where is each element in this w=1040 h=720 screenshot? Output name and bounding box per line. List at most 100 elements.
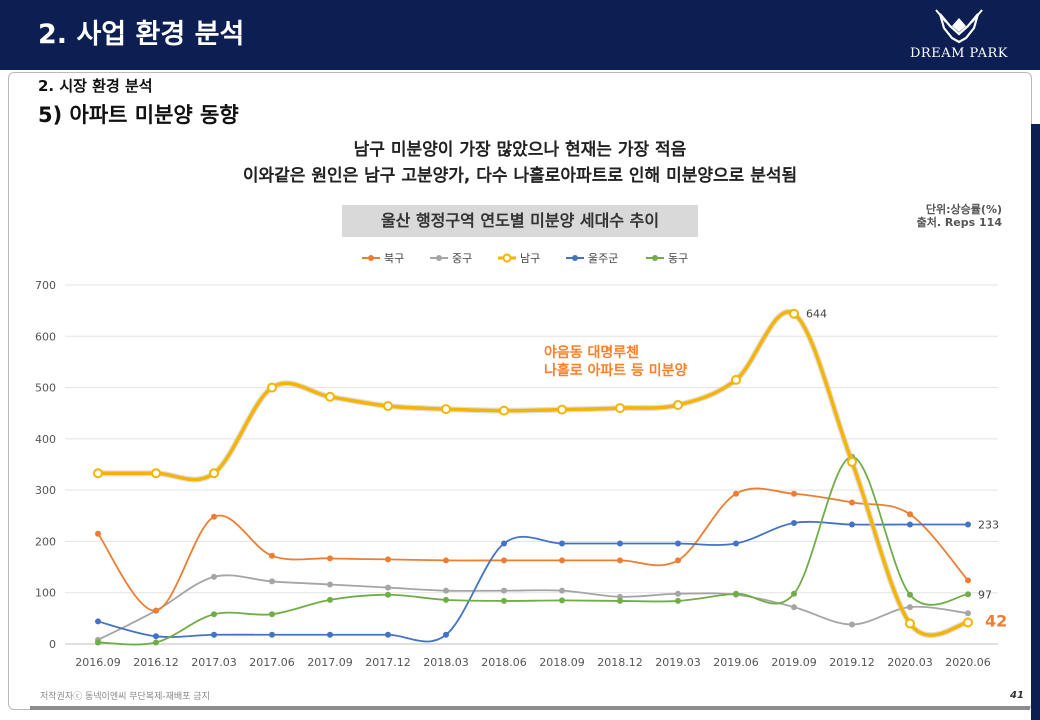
x-tick-label: 2018.12 <box>597 656 643 669</box>
y-tick-label: 400 <box>35 433 56 446</box>
data-point <box>617 597 623 604</box>
page-number: 41 <box>1010 690 1024 701</box>
data-point <box>385 556 391 563</box>
data-label: 644 <box>806 308 827 321</box>
eagle-logo-icon <box>935 9 983 44</box>
data-point <box>849 621 855 628</box>
data-point <box>963 617 973 628</box>
data-point <box>327 581 333 588</box>
data-point <box>211 611 217 618</box>
dream-park-logo: DREAM PARK <box>900 6 1018 66</box>
data-point <box>269 578 275 585</box>
data-point <box>907 521 913 528</box>
headline-line-1: 남구 미분양이 가장 많았으나 현재는 가장 적음 <box>353 140 687 160</box>
data-point <box>965 521 971 528</box>
x-tick-label: 2017.03 <box>191 656 237 669</box>
x-tick-label: 2019.12 <box>829 656 875 669</box>
x-tick-label: 2017.09 <box>307 656 353 669</box>
chart-annotation: 야음동 대명루첸 <box>544 344 639 361</box>
data-point <box>385 584 391 591</box>
data-point <box>615 403 625 414</box>
data-point <box>557 404 567 415</box>
section-heading: 5) 아파트 미분양 동향 <box>38 103 239 127</box>
data-point <box>267 382 277 393</box>
data-point <box>95 618 101 625</box>
data-point <box>675 597 681 604</box>
data-label: 42 <box>985 611 1007 630</box>
content-panel <box>8 72 1032 710</box>
legend-marker <box>436 255 442 261</box>
data-point <box>791 519 797 526</box>
data-point <box>269 611 275 618</box>
data-point <box>559 540 565 547</box>
legend-marker <box>368 255 374 261</box>
data-point <box>791 490 797 497</box>
legend-label: 북구 <box>384 252 404 265</box>
series-line-중구 <box>97 574 969 641</box>
legend-marker <box>652 255 658 261</box>
page-title: 2. 사업 환경 분석 <box>38 19 245 50</box>
data-point <box>965 610 971 617</box>
y-tick-label: 700 <box>35 279 56 292</box>
data-point <box>617 593 623 600</box>
series-line-울주군 <box>97 520 968 643</box>
y-tick-label: 300 <box>35 484 56 497</box>
data-point <box>501 587 507 594</box>
x-tick-label: 2017.06 <box>249 656 295 669</box>
legend-label: 중구 <box>452 252 472 265</box>
x-tick-label: 2017.12 <box>365 656 411 669</box>
x-tick-label: 2020.06 <box>945 656 991 669</box>
data-point <box>95 639 101 646</box>
y-tick-label: 200 <box>35 535 56 548</box>
data-point <box>211 631 217 638</box>
x-tick-label: 2018.09 <box>539 656 585 669</box>
data-point <box>383 401 393 412</box>
data-point <box>559 597 565 604</box>
data-point <box>907 591 913 598</box>
x-tick-label: 2016.09 <box>75 656 121 669</box>
x-tick-label: 2020.03 <box>887 656 933 669</box>
data-point <box>673 400 683 411</box>
data-point <box>93 468 103 479</box>
section-subtitle: 2. 시장 환경 분석 <box>38 77 153 95</box>
data-point <box>325 391 335 402</box>
y-tick-label: 500 <box>35 382 56 395</box>
x-tick-label: 2019.09 <box>771 656 817 669</box>
data-point <box>327 555 333 562</box>
data-point <box>733 590 739 597</box>
x-tick-label: 2016.12 <box>133 656 179 669</box>
data-point <box>965 577 971 584</box>
data-point <box>269 552 275 559</box>
chart-title: 울산 행정구역 연도별 미분양 세대수 추이 <box>342 205 698 237</box>
data-point <box>153 639 159 646</box>
x-tick-label: 2019.06 <box>713 656 759 669</box>
data-point <box>559 557 565 564</box>
data-point <box>327 631 333 638</box>
data-point <box>327 596 333 603</box>
logo-text: DREAM PARK <box>910 46 1008 61</box>
data-point <box>153 633 159 640</box>
data-point <box>95 530 101 537</box>
data-point <box>907 511 913 518</box>
headline-line-2: 이와같은 원인은 남구 고분양가, 다수 나홀로아파트로 인해 미분양으로 분석… <box>242 166 798 186</box>
data-point <box>559 587 565 594</box>
data-point <box>151 468 161 479</box>
x-tick-label: 2018.03 <box>423 656 469 669</box>
data-point <box>617 540 623 547</box>
data-point <box>211 573 217 580</box>
data-point <box>847 456 857 467</box>
legend-label: 남구 <box>520 252 540 265</box>
copyright-text: 저작권자ⓒ 동넥이엔씨 무단복제-재배포 금지 <box>40 692 210 702</box>
y-tick-label: 100 <box>35 587 56 600</box>
data-point <box>733 540 739 547</box>
data-point <box>441 404 451 415</box>
data-point <box>791 604 797 611</box>
data-point <box>907 604 913 611</box>
x-tick-label: 2019.03 <box>655 656 701 669</box>
data-label: 233 <box>978 519 999 532</box>
legend-marker <box>572 255 578 261</box>
data-point <box>209 468 219 479</box>
data-point <box>849 521 855 528</box>
header-bar: 2. 사업 환경 분석 DREAM PARK <box>0 0 1040 70</box>
chart-annotation: 나홀로 아파트 등 미분양 <box>544 362 688 379</box>
